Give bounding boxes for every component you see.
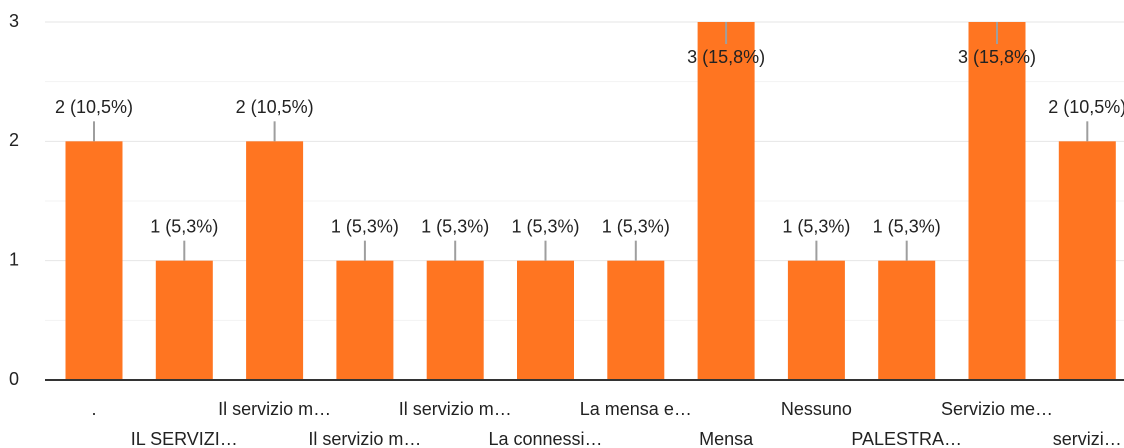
y-tick-label: 1 [9,249,19,269]
value-label: 1 (5,3%) [782,216,850,236]
bar [968,22,1026,380]
x-tick-label: PALESTRA… [851,429,962,448]
value-label: 2 (10,5%) [236,97,314,117]
x-tick-label: Il servizio m… [218,399,331,419]
value-label: 1 (5,3%) [873,216,941,236]
value-label: 1 (5,3%) [511,216,579,236]
bar [787,260,845,380]
y-tick-label: 2 [9,130,19,150]
x-tick-label: Nessuno [781,399,852,419]
bar [426,260,484,380]
y-tick-label: 0 [9,369,19,389]
bar [878,260,936,380]
x-tick-label: Servizio me… [941,399,1053,419]
value-label: 1 (5,3%) [602,216,670,236]
bar [155,260,213,380]
bar [336,260,394,380]
value-label: 3 (15,8%) [687,47,765,67]
x-tick-label: Il servizio m… [308,429,421,448]
x-tick-label: IL SERVIZI… [131,429,238,448]
x-tick-label: La connessi… [488,429,602,448]
value-label: 1 (5,3%) [421,216,489,236]
x-tick-label: servizi… [1053,429,1122,448]
y-tick-label: 3 [9,11,19,31]
x-tick-label: La mensa e… [580,399,692,419]
bar [246,141,304,380]
bar [517,260,574,380]
bar [1058,141,1116,380]
x-tick-label: Il servizio m… [399,399,512,419]
bar [607,260,665,380]
value-label: 1 (5,3%) [331,216,399,236]
bar [697,22,755,380]
value-label: 2 (10,5%) [55,97,133,117]
value-label: 3 (15,8%) [958,47,1036,67]
bar [65,141,123,380]
x-tick-label: Mensa [699,429,754,448]
value-label: 1 (5,3%) [150,216,218,236]
value-label: 2 (10,5%) [1048,97,1124,117]
x-tick-label: . [91,399,96,419]
